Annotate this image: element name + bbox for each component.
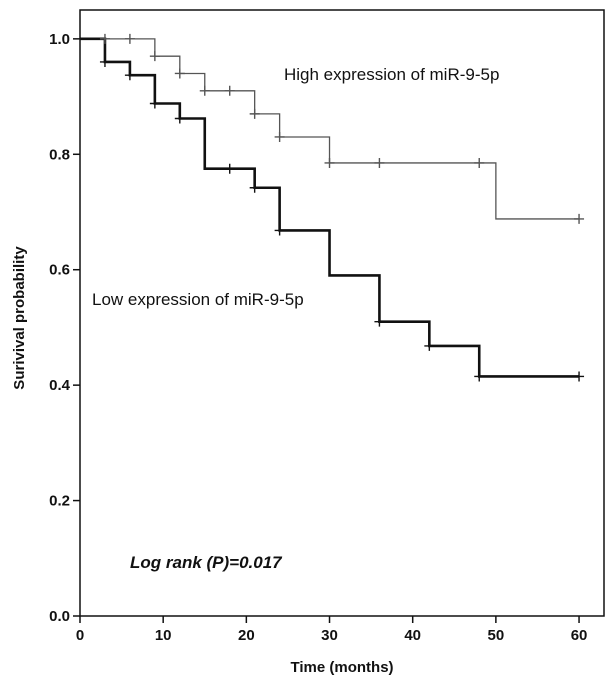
censor-mark [249,108,260,119]
y-tick-label: 1.0 [49,31,70,48]
survival-curves [80,37,580,378]
y-axis-ticks: 0.0 0.2 0.4 0.6 0.8 1.0 [49,31,80,625]
censor-mark [224,163,235,174]
censor-mark [274,131,285,142]
y-tick-label: 0.0 [49,608,70,625]
plot-frame [79,9,605,617]
y-tick-label: 0.4 [49,377,71,394]
x-tick-label: 50 [488,627,505,644]
censor-mark [574,371,585,382]
censor-mark [124,70,135,81]
x-tick-label: 30 [321,627,338,644]
censor-mark [99,56,110,67]
x-axis-ticks: 0 10 20 30 40 50 60 [76,616,588,644]
censor-mark [99,33,110,44]
censor-mark [474,371,485,382]
x-axis-title: Time (months) [290,659,393,676]
x-tick-label: 20 [238,627,255,644]
censor-mark [474,157,485,168]
y-tick-label: 0.8 [49,146,70,163]
x-tick-label: 10 [155,627,172,644]
censor-mark [174,68,185,79]
censor-mark [374,316,385,327]
censor-mark [274,225,285,236]
censor-mark [149,98,160,109]
high-expression-label: High expression of miR-9-5p [284,65,499,84]
censor-mark [574,213,585,224]
x-tick-label: 60 [571,627,588,644]
censor-mark [149,51,160,62]
censor-mark [324,157,335,168]
x-tick-label: 40 [404,627,421,644]
censor-mark [124,33,135,44]
censor-mark [249,182,260,193]
y-axis-title: Surivival probability [11,246,28,390]
log-rank-annotation: Log rank (P)=0.017 [130,553,283,572]
censor-mark [374,157,385,168]
y-tick-label: 0.6 [49,262,70,279]
y-tick-label: 0.2 [49,493,70,510]
high-expression-curve [80,38,580,220]
censor-marks [99,33,585,382]
censor-mark [224,85,235,96]
x-tick-label: 0 [76,627,84,644]
censor-mark [424,340,435,351]
censor-mark [174,113,185,124]
low-expression-label: Low expression of miR-9-5p [92,290,304,309]
low-expression-curve [80,37,580,378]
censor-mark [199,85,210,96]
